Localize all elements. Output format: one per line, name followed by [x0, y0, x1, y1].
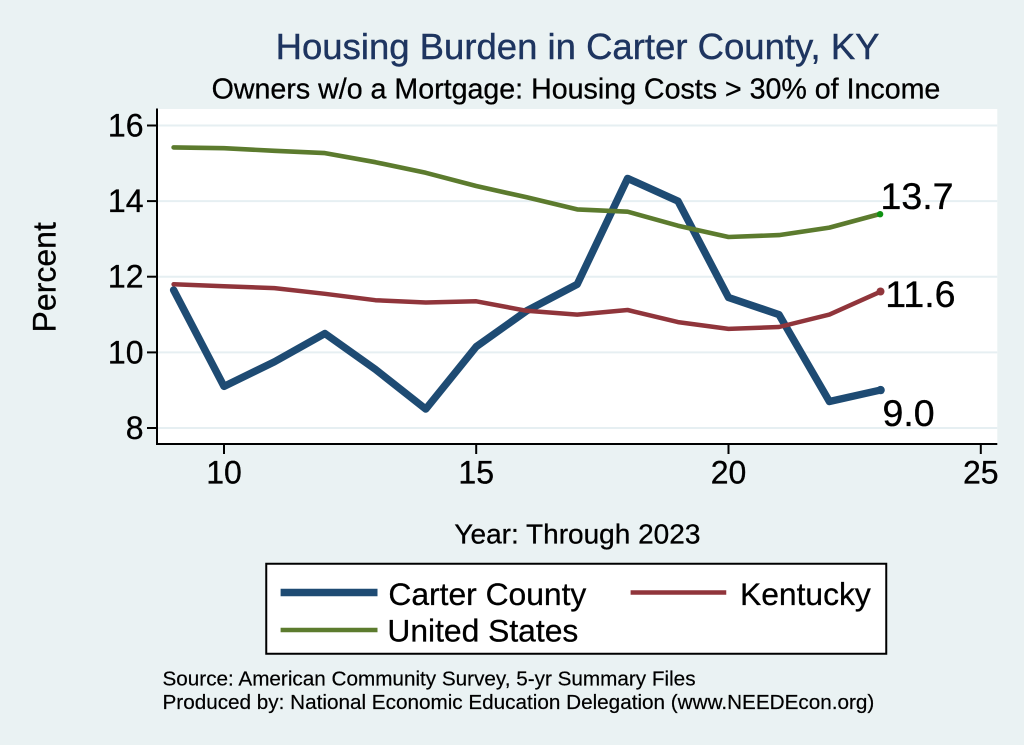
svg-text:8: 8	[126, 410, 144, 446]
svg-text:20: 20	[711, 455, 747, 491]
svg-text:Produced by: National Economic: Produced by: National Economic Education…	[163, 691, 875, 714]
svg-text:16: 16	[108, 108, 144, 144]
svg-text:9.0: 9.0	[883, 392, 935, 434]
svg-text:10: 10	[206, 455, 242, 491]
svg-text:Housing Burden in Carter Count: Housing Burden in Carter County, KY	[276, 26, 880, 67]
svg-text:United States: United States	[387, 612, 578, 648]
svg-text:11.6: 11.6	[885, 273, 955, 315]
svg-text:10: 10	[108, 334, 144, 370]
svg-text:Percent: Percent	[27, 222, 63, 332]
svg-text:13.7: 13.7	[881, 175, 954, 217]
svg-text:Owners w/o a Mortgage: Housing: Owners w/o a Mortgage: Housing Costs > 3…	[212, 74, 941, 106]
svg-text:Carter County: Carter County	[388, 576, 586, 612]
svg-text:Source: American Community Sur: Source: American Community Survey, 5-yr …	[163, 668, 696, 691]
svg-text:Year: Through 2023: Year: Through 2023	[454, 518, 700, 549]
svg-text:14: 14	[108, 183, 144, 219]
svg-text:25: 25	[963, 455, 999, 491]
svg-text:12: 12	[108, 259, 144, 295]
svg-text:Kentucky: Kentucky	[740, 576, 871, 612]
svg-text:15: 15	[458, 455, 494, 491]
